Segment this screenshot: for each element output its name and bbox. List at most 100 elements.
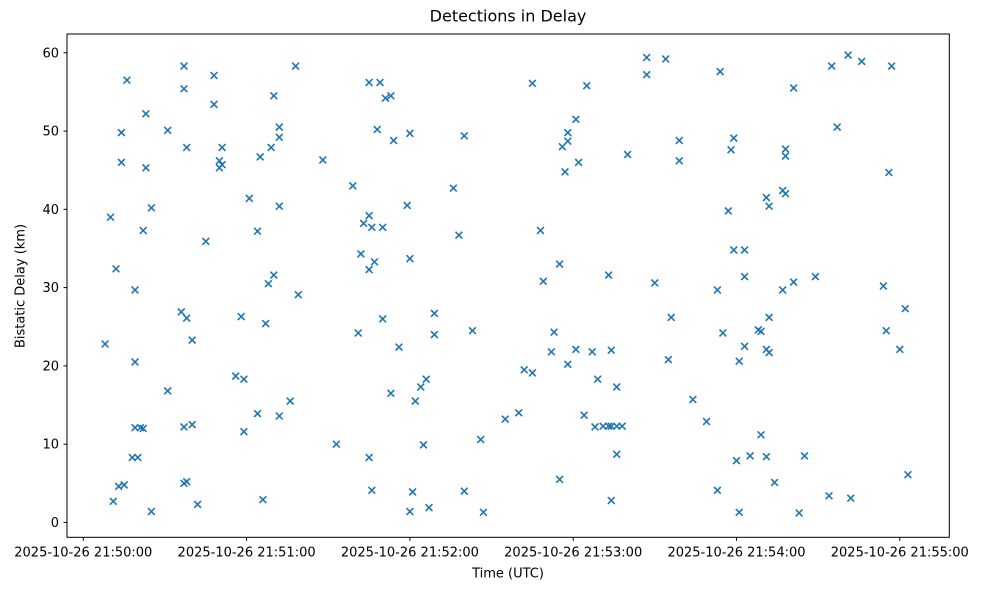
- data-point-marker: [405, 254, 414, 263]
- data-point-marker: [348, 181, 357, 190]
- data-point-marker: [857, 57, 866, 66]
- data-point-marker: [571, 115, 580, 124]
- data-point-marker: [757, 430, 765, 439]
- data-point-marker: [408, 487, 417, 496]
- data-point-marker: [746, 451, 755, 460]
- data-point-marker: [479, 508, 488, 517]
- data-point-marker: [365, 265, 374, 274]
- data-point-marker: [163, 126, 172, 135]
- data-point-marker: [765, 348, 774, 357]
- data-point-marker: [740, 342, 749, 351]
- data-point-marker: [180, 84, 188, 93]
- data-point-marker: [664, 355, 673, 364]
- data-point-marker: [580, 411, 589, 420]
- data-point-marker: [550, 328, 559, 337]
- y-tick-label: 50: [42, 125, 59, 140]
- data-point-marker: [395, 343, 403, 352]
- data-point-marker: [781, 189, 790, 198]
- data-point-marker: [574, 158, 583, 167]
- data-point-marker: [188, 420, 197, 429]
- y-axis-label: Bistatic Delay (km): [13, 223, 29, 349]
- data-point-marker: [419, 440, 428, 449]
- data-point-marker: [735, 508, 744, 517]
- data-point-marker: [901, 304, 910, 313]
- data-point-marker: [593, 375, 602, 384]
- data-point-marker: [729, 134, 738, 143]
- data-point-marker: [612, 450, 621, 459]
- data-point-marker: [286, 397, 295, 406]
- data-point-marker: [571, 345, 580, 354]
- data-point-marker: [740, 246, 749, 254]
- data-point-marker: [528, 79, 537, 88]
- data-point-marker: [267, 143, 276, 152]
- data-point-marker: [724, 206, 733, 215]
- data-point-marker: [846, 494, 855, 503]
- data-point-marker: [354, 329, 363, 337]
- data-point-marker: [365, 78, 374, 87]
- data-point-marker: [514, 408, 523, 417]
- x-tick-label: 2025-10-26 21:52:00: [341, 545, 479, 560]
- data-point-marker: [180, 422, 188, 431]
- data-point-marker: [642, 70, 651, 79]
- data-point-marker: [359, 219, 368, 228]
- data-point-marker: [770, 478, 779, 487]
- data-point-marker: [109, 497, 118, 506]
- data-point-marker: [201, 237, 210, 246]
- data-point-marker: [378, 223, 387, 232]
- data-point-marker: [612, 383, 621, 391]
- data-point-marker: [253, 409, 262, 418]
- data-point-marker: [520, 365, 529, 374]
- data-point-marker: [555, 475, 564, 484]
- y-tick-label: 40: [42, 203, 59, 218]
- data-point-marker: [903, 470, 912, 479]
- data-point-marker: [607, 496, 616, 505]
- data-point-marker: [405, 129, 414, 138]
- data-point-marker: [688, 395, 697, 404]
- data-point-marker: [765, 202, 774, 211]
- data-point-marker: [239, 427, 248, 436]
- data-point-marker: [729, 246, 738, 254]
- data-point-marker: [147, 507, 156, 516]
- data-point-marker: [781, 152, 790, 161]
- data-point-marker: [215, 156, 224, 165]
- data-point-marker: [114, 482, 123, 491]
- data-point-marker: [555, 260, 564, 269]
- data-point-marker: [757, 327, 765, 336]
- data-point-marker: [650, 278, 659, 287]
- data-point-marker: [332, 440, 341, 449]
- y-tick-label: 10: [42, 438, 59, 453]
- chart-title: Detections in Delay: [429, 6, 587, 26]
- data-point-marker: [713, 286, 722, 294]
- data-point-marker: [389, 136, 398, 145]
- data-point-marker: [405, 507, 414, 516]
- data-point-marker: [449, 184, 458, 193]
- data-point-marker: [373, 125, 382, 134]
- data-point-marker: [269, 271, 278, 280]
- data-point-marker: [468, 326, 477, 335]
- data-point-marker: [356, 249, 365, 258]
- data-point-marker: [403, 201, 412, 210]
- data-point-marker: [365, 453, 374, 462]
- data-point-marker: [180, 62, 188, 71]
- data-point-marker: [261, 319, 270, 328]
- data-point-marker: [367, 486, 376, 495]
- data-point-marker: [131, 358, 139, 366]
- data-point-marker: [702, 417, 711, 426]
- data-point-marker: [117, 158, 126, 167]
- data-point-marker: [182, 314, 191, 323]
- data-point-marker: [454, 231, 463, 240]
- data-point-marker: [101, 340, 110, 348]
- data-point-marker: [386, 389, 395, 398]
- data-point-marker: [604, 422, 613, 431]
- data-point-marker: [661, 55, 670, 63]
- data-point-marker: [275, 123, 284, 132]
- data-point-marker: [727, 145, 735, 154]
- data-point-marker: [563, 128, 572, 137]
- data-point-marker: [789, 278, 798, 287]
- data-point-marker: [376, 78, 384, 87]
- data-point-marker: [563, 360, 572, 369]
- data-point-marker: [291, 62, 300, 71]
- data-point-marker: [269, 91, 278, 100]
- data-point-marker: [558, 142, 567, 151]
